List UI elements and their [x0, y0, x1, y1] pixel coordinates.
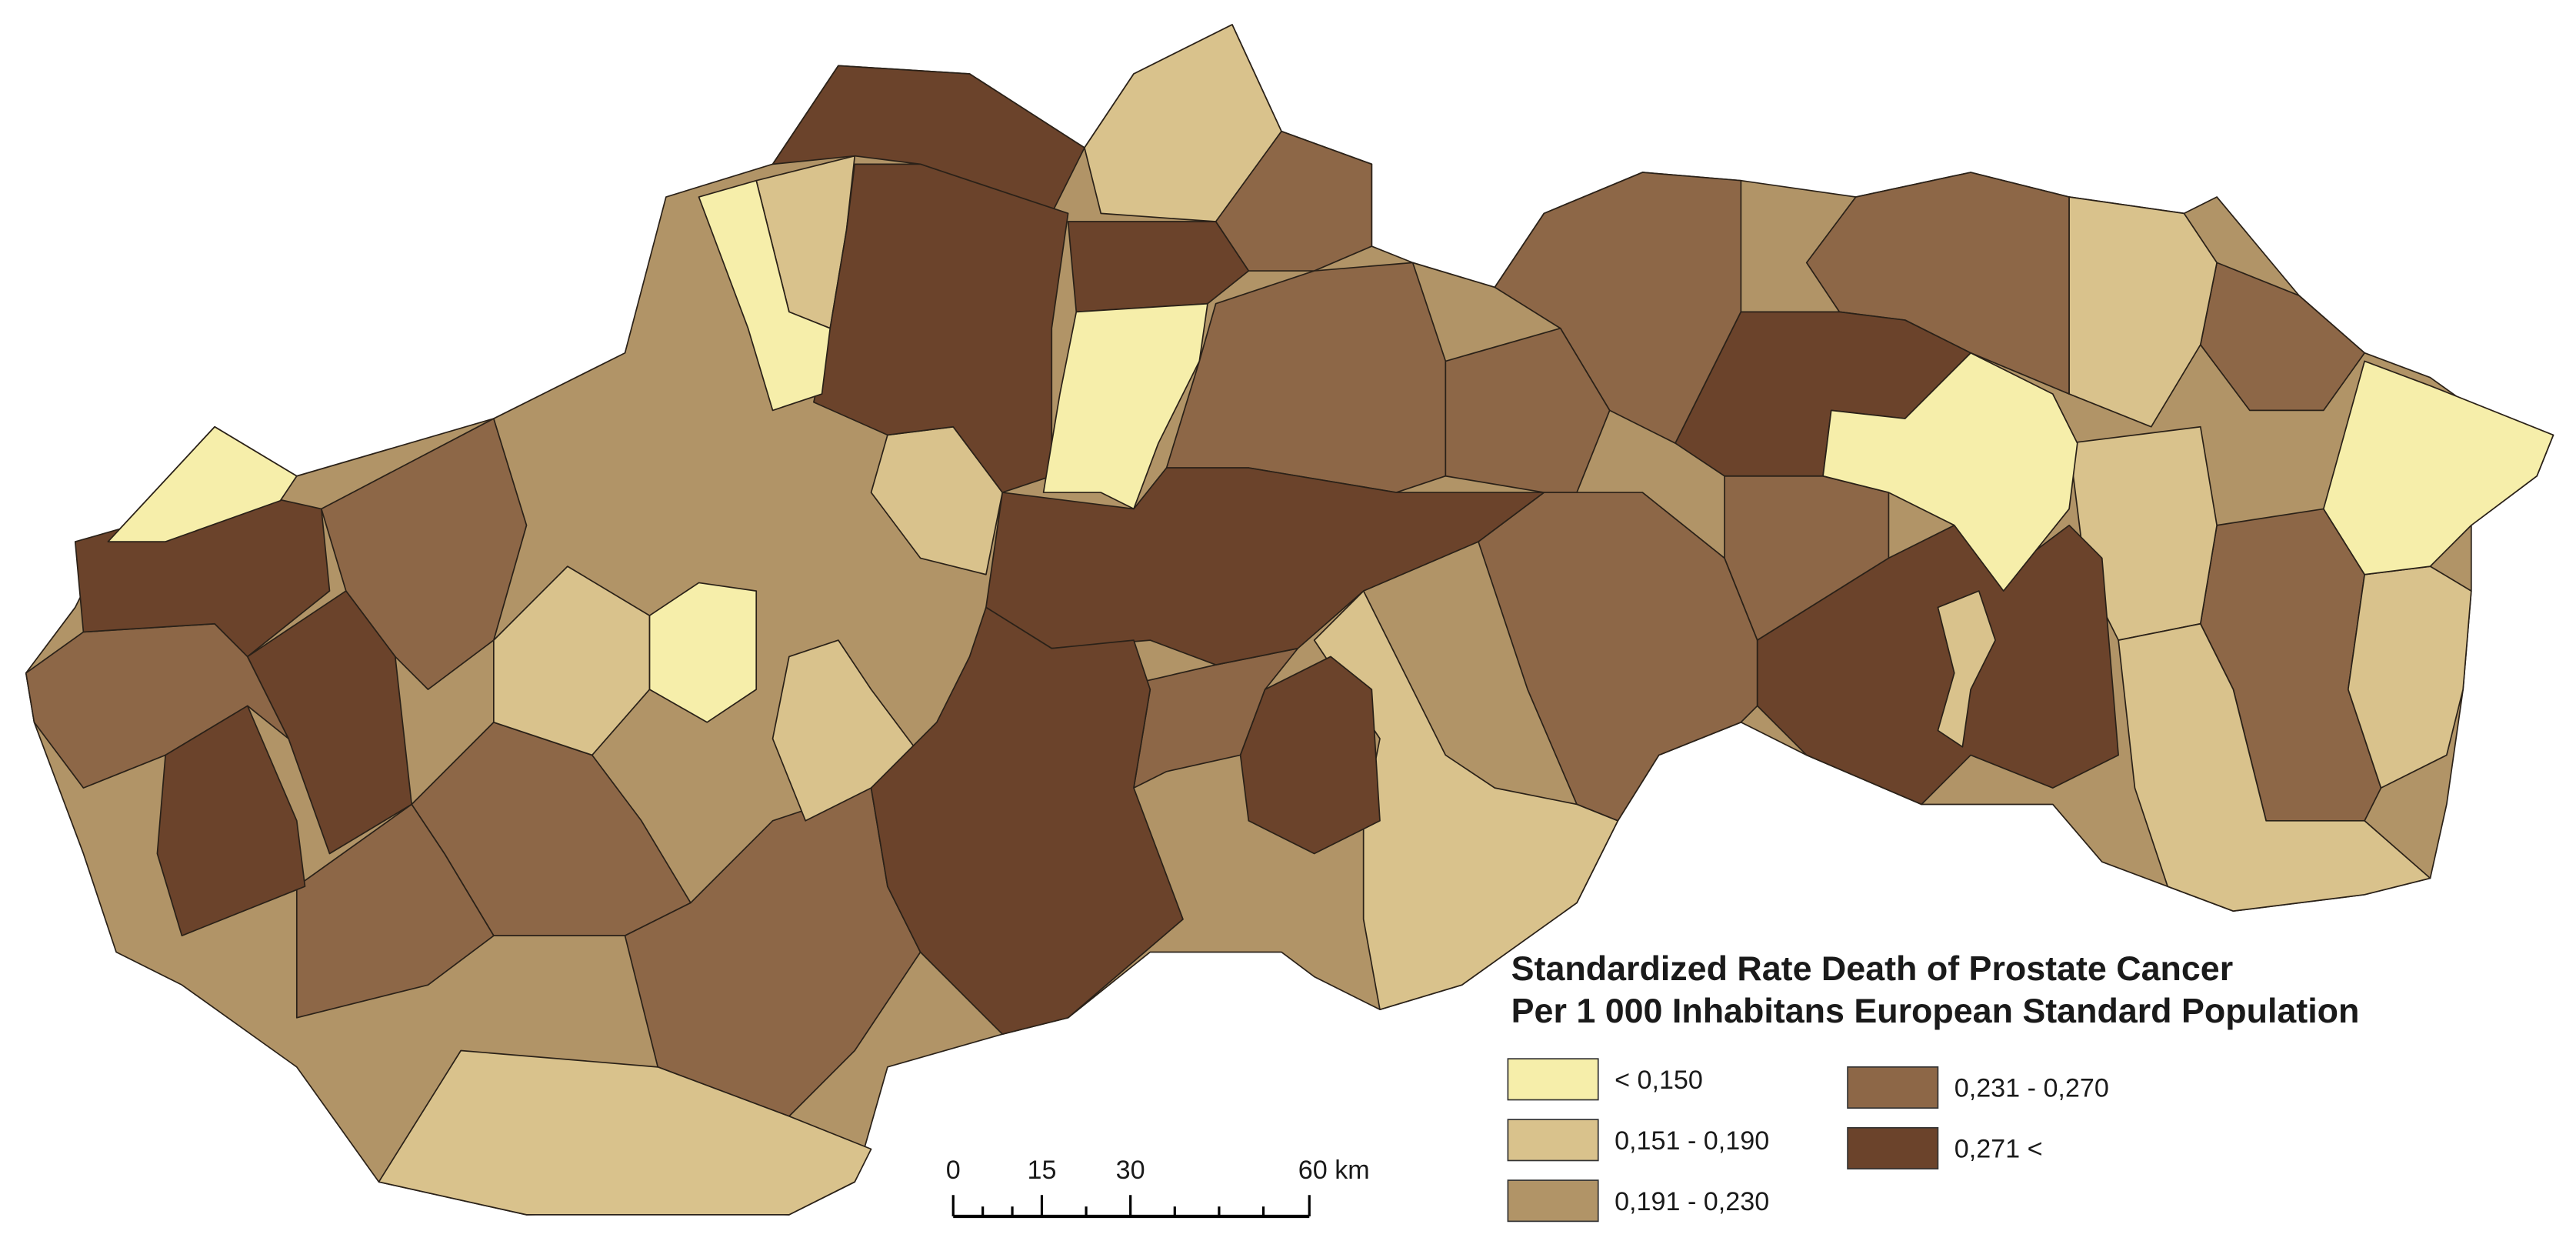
- region: [1937, 590, 1996, 748]
- scale-label: 0: [946, 1156, 961, 1185]
- region: [1042, 302, 1208, 510]
- legend-title: Per 1 000 Inhabitans European Standard P…: [1511, 992, 2360, 1030]
- region: [2068, 196, 2218, 428]
- region: [1067, 221, 1250, 313]
- region: [2118, 622, 2431, 912]
- legend-swatch: [1847, 1066, 1939, 1109]
- region: [1822, 352, 2078, 592]
- region: [1313, 590, 1619, 1011]
- legend-swatch: [1507, 1119, 1599, 1162]
- legend: Standardized Rate Death of Prostate Canc…: [1507, 949, 2360, 1223]
- scale-label: 30: [1116, 1156, 1145, 1185]
- legend-swatch: [1507, 1058, 1599, 1101]
- region: [156, 705, 306, 937]
- region: [698, 179, 831, 412]
- legend-title: Standardized Rate Death of Prostate Canc…: [1511, 949, 2233, 988]
- region: [2322, 360, 2554, 575]
- scale-label: 60 km: [1298, 1156, 1370, 1185]
- region: [107, 425, 298, 542]
- regions: [25, 24, 2554, 1216]
- legend-label: 0,191 - 0,230: [1615, 1187, 1769, 1216]
- scale-ticks: [951, 1195, 1311, 1216]
- region: [813, 163, 1069, 493]
- legend-label: 0,271 <: [1954, 1135, 2043, 1164]
- legend-label: 0,151 - 0,190: [1615, 1126, 1769, 1156]
- region: [1239, 656, 1381, 855]
- region: [870, 606, 1184, 1036]
- region: [2347, 565, 2472, 789]
- region: [1165, 262, 1447, 493]
- scale-bar: 0 15 30 60 km: [946, 1156, 1370, 1219]
- legend-label: < 0,150: [1615, 1066, 1703, 1095]
- legend-label: 0,231 - 0,270: [1954, 1074, 2109, 1103]
- region: [378, 1049, 872, 1216]
- region: [246, 590, 413, 855]
- region: [1478, 492, 1758, 822]
- scale-label: 15: [1027, 1156, 1056, 1185]
- region: [771, 65, 1085, 215]
- region: [648, 582, 758, 723]
- legend-swatch: [1507, 1179, 1599, 1223]
- legend-swatch: [1847, 1126, 1939, 1169]
